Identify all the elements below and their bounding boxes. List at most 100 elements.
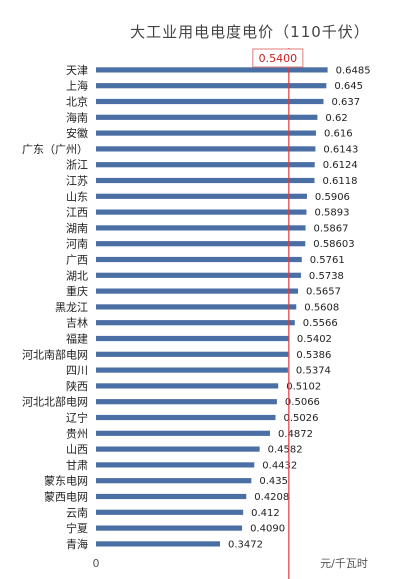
data-label: 0.5738 xyxy=(309,271,344,282)
bar xyxy=(96,351,289,357)
data-label: 0.5566 xyxy=(303,318,338,329)
bar-group: 天津 0.6485 上海 0.645 北京 0.637 海南 0.62 安徽 0.616 广东（广州… xyxy=(22,64,371,551)
bar xyxy=(96,83,327,89)
category-label: 福建 xyxy=(66,332,88,346)
data-label: 0.435 xyxy=(259,476,288,487)
data-label: 0.616 xyxy=(324,129,353,140)
data-label: 0.4872 xyxy=(278,429,313,440)
data-label: 0.6143 xyxy=(323,144,358,155)
bar xyxy=(96,114,318,120)
bar xyxy=(96,335,289,342)
category-label: 广西 xyxy=(66,254,88,267)
bar xyxy=(96,462,255,468)
data-label: 0.5608 xyxy=(304,302,339,313)
bar xyxy=(96,367,288,373)
category-label: 河北北部电网 xyxy=(22,395,88,409)
data-label: 0.6485 xyxy=(336,65,371,76)
category-label: 重庆 xyxy=(66,284,88,298)
bar xyxy=(96,67,328,73)
category-label: 河南 xyxy=(66,238,88,251)
x-tick-label-0: 0 xyxy=(93,557,100,570)
data-label: 0.3472 xyxy=(228,539,263,550)
bar xyxy=(96,146,316,152)
bar xyxy=(96,193,307,199)
bar xyxy=(96,430,270,436)
category-label: 浙江 xyxy=(66,159,88,172)
bar xyxy=(96,383,279,389)
data-label: 0.5066 xyxy=(285,397,320,408)
category-label: 贵州 xyxy=(66,427,88,440)
category-label: 海南 xyxy=(66,110,88,124)
data-label: 0.5657 xyxy=(306,287,341,298)
category-label: 湖南 xyxy=(66,222,88,235)
bar xyxy=(96,130,316,136)
category-label: 蒙西电网 xyxy=(44,491,88,504)
x-axis-label: 元/千瓦时 xyxy=(320,557,368,570)
bar xyxy=(96,304,297,310)
data-label: 0.5374 xyxy=(296,366,331,377)
bar xyxy=(96,272,301,278)
data-label: 0.5402 xyxy=(297,334,332,345)
category-label: 安徽 xyxy=(66,126,88,140)
bar xyxy=(96,209,307,215)
category-label: 蒙东电网 xyxy=(44,475,88,488)
category-label: 云南 xyxy=(66,506,88,519)
data-label: 0.4208 xyxy=(254,492,289,503)
category-label: 四川 xyxy=(66,364,88,377)
bar xyxy=(96,320,295,326)
bar xyxy=(96,177,315,184)
data-label: 0.645 xyxy=(334,81,363,92)
reference-label: 0.5400 xyxy=(259,52,298,65)
bar xyxy=(96,525,243,531)
bar xyxy=(96,478,252,484)
data-label: 0.4432 xyxy=(262,460,297,471)
data-label: 0.637 xyxy=(332,97,361,108)
reference-label-box xyxy=(252,48,304,68)
category-label: 广东（广州） xyxy=(22,143,88,156)
category-label: 甘肃 xyxy=(66,459,88,472)
category-label: 北京 xyxy=(66,95,88,109)
category-label: 天津 xyxy=(66,64,88,77)
bar xyxy=(96,98,324,105)
category-label: 河北南部电网 xyxy=(22,347,88,361)
data-label: 0.58603 xyxy=(313,239,354,250)
bar xyxy=(96,256,302,263)
category-label: 江西 xyxy=(66,206,88,219)
bar xyxy=(96,414,276,421)
data-label: 0.62 xyxy=(325,113,347,124)
category-label: 陕西 xyxy=(66,379,88,393)
category-label: 上海 xyxy=(66,79,88,93)
bar xyxy=(96,446,260,452)
category-label: 青海 xyxy=(66,537,88,551)
data-label: 0.5102 xyxy=(286,381,321,392)
category-label: 黑龙江 xyxy=(55,301,88,314)
bar xyxy=(96,225,306,231)
data-label: 0.5026 xyxy=(284,413,319,424)
category-label: 山东 xyxy=(66,190,88,203)
bar xyxy=(96,399,277,405)
category-label: 辽宁 xyxy=(66,411,88,425)
data-label: 0.6118 xyxy=(323,176,358,187)
data-label: 0.5893 xyxy=(314,208,349,219)
data-label: 0.5386 xyxy=(296,350,331,361)
bar xyxy=(96,493,247,500)
category-label: 湖北 xyxy=(66,269,88,282)
data-label: 0.4582 xyxy=(268,445,303,456)
data-label: 0.4090 xyxy=(250,524,285,535)
bar xyxy=(96,241,306,247)
bar xyxy=(96,541,220,547)
category-label: 江苏 xyxy=(66,175,88,188)
data-label: 0.412 xyxy=(251,508,280,519)
bar xyxy=(96,288,299,294)
bar xyxy=(96,162,315,168)
category-label: 吉林 xyxy=(66,316,88,330)
category-label: 山西 xyxy=(66,443,88,456)
chart-title: 大工业用电电度电价（110千伏） xyxy=(130,23,370,41)
data-label: 0.5761 xyxy=(310,255,345,266)
data-label: 0.5867 xyxy=(314,223,349,234)
category-label: 宁夏 xyxy=(66,521,88,535)
bar xyxy=(96,509,244,515)
data-label: 0.6124 xyxy=(323,160,358,171)
data-label: 0.5906 xyxy=(315,192,350,203)
